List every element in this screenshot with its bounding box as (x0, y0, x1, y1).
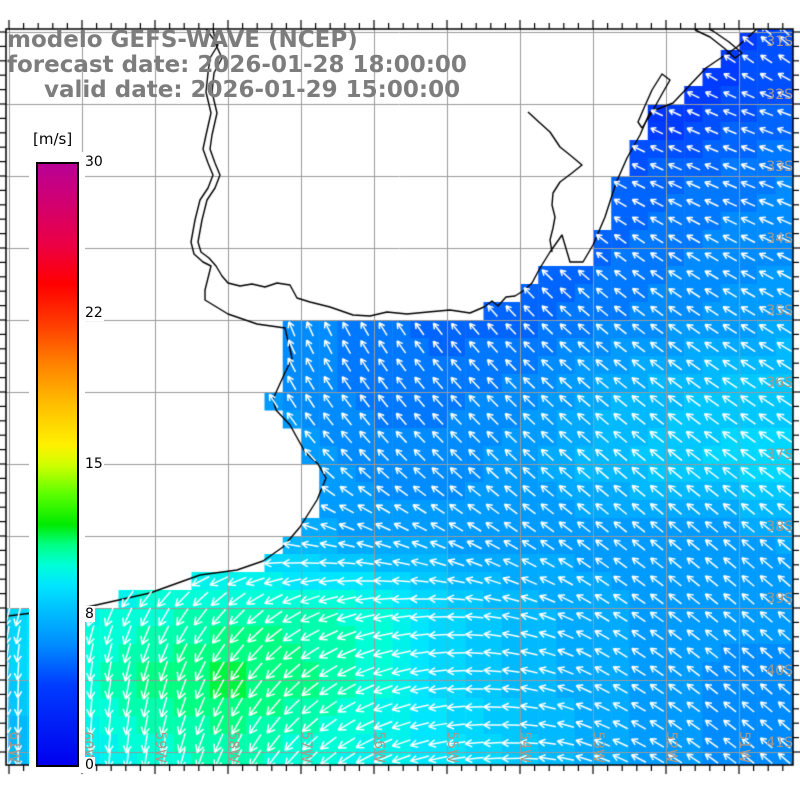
lat-label: 39S (766, 591, 793, 607)
colorbar-tick-label: 8 (84, 606, 95, 623)
colorbar-panel (29, 152, 85, 773)
lon-label: 54W (517, 731, 533, 763)
colorbar-units-label: [m/s] (33, 130, 73, 148)
lon-label: 61W (6, 731, 22, 763)
model-title: modelo GEFS-WAVE (NCEP) (7, 27, 358, 53)
lat-label: 37S (766, 447, 793, 463)
lon-label: 56W (371, 731, 387, 763)
lon-label: 55W (444, 731, 460, 763)
colorbar-gradient (36, 162, 79, 767)
lon-label: 51W (736, 731, 752, 763)
lon-label: 52W (663, 731, 679, 763)
colorbar-tick-label: 30 (84, 154, 104, 170)
colorbar-tick-label: 0 (84, 757, 95, 773)
valid-date-label: valid date: 2026-01-29 15:00:00 (44, 77, 461, 103)
lon-label: 59W (152, 731, 168, 763)
lat-label: 36S (766, 375, 793, 391)
lon-label: 57W (298, 731, 314, 763)
lat-label: 35S (766, 303, 793, 319)
lon-label: 53W (590, 731, 606, 763)
colorbar-tick-label: 22 (84, 304, 104, 321)
lon-label: 58W (225, 731, 241, 763)
lat-label: 40S (766, 663, 793, 679)
lat-label: 31S (766, 34, 793, 50)
lat-label: 33S (766, 159, 793, 175)
colorbar-tick-label: 15 (84, 455, 104, 472)
lat-label: 34S (766, 231, 793, 247)
lat-label: 32S (766, 87, 793, 103)
forecast-date-label: forecast date: 2026-01-28 18:00:00 (7, 52, 467, 78)
lat-label: 38S (766, 519, 793, 535)
lat-label: 41S (766, 735, 793, 751)
